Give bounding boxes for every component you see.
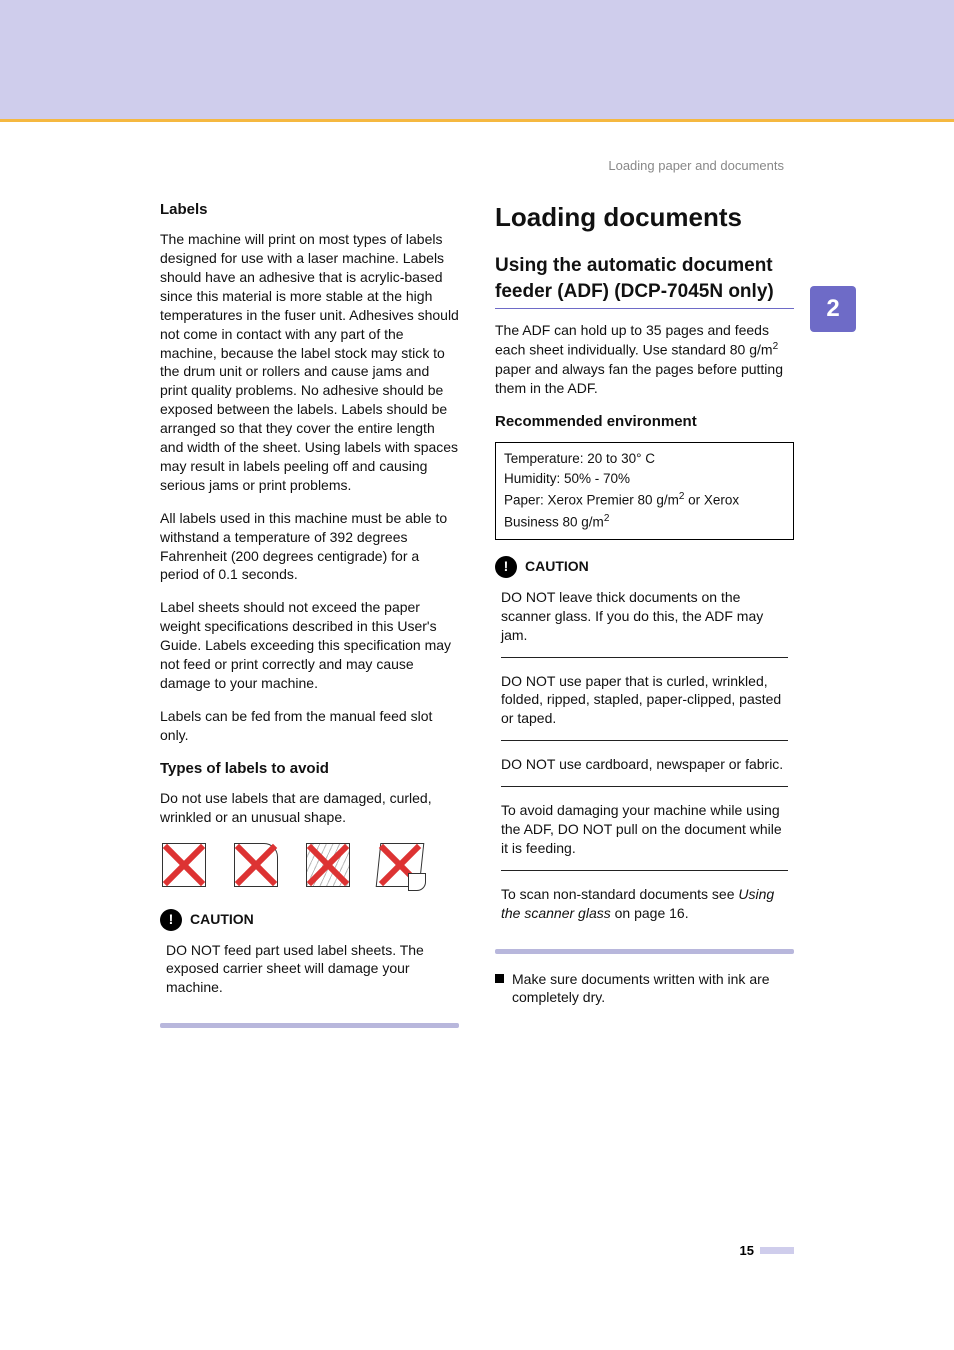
heading-adf: Using the automatic document feeder (ADF… (495, 253, 794, 309)
caution-label-left: CAUTION (190, 910, 254, 929)
caution-c2: DO NOT use paper that is curled, wrinkle… (501, 672, 788, 742)
adf-para-b: paper and always fan the pages before pu… (495, 361, 783, 396)
env-hum: Humidity: 50% - 70% (504, 469, 785, 489)
caution-c3: DO NOT use cardboard, newspaper or fabri… (501, 755, 788, 787)
labels-p4: Labels can be fed from the manual feed s… (160, 707, 459, 745)
bullet-text: Make sure documents written with ink are… (512, 970, 794, 1008)
env-temp: Temperature: 20 to 30° C (504, 449, 785, 469)
page-number-text: 15 (740, 1243, 754, 1258)
left-column: Labels The machine will print on most ty… (160, 200, 459, 1028)
env-paper: Paper: Xerox Premier 80 g/m2 or Xerox Bu… (504, 489, 785, 533)
heading-loading-documents: Loading documents (495, 200, 794, 235)
bullet-square-icon (495, 974, 504, 983)
labels-p3: Label sheets should not exceed the paper… (160, 598, 459, 692)
caution-c5: To scan non-standard documents see Using… (501, 885, 788, 935)
avoid-icons (160, 841, 459, 889)
bullet-ink-dry: Make sure documents written with ink are… (495, 970, 794, 1008)
env-paper-a: Paper: Xerox Premier 80 g/m (504, 493, 679, 508)
breadcrumb: Loading paper and documents (608, 158, 784, 173)
warning-icon: ! (160, 909, 182, 931)
labels-p2: All labels used in this machine must be … (160, 509, 459, 585)
header-band (0, 0, 954, 122)
caution-c1: DO NOT leave thick documents on the scan… (501, 588, 788, 658)
adf-para-a: The ADF can hold up to 35 pages and feed… (495, 322, 773, 358)
avoid-icon-curled (232, 841, 280, 889)
avoid-icon-wrinkled (304, 841, 352, 889)
heading-env: Recommended environment (495, 412, 794, 432)
warning-icon: ! (495, 556, 517, 578)
avoid-icon-damaged (160, 841, 208, 889)
page-number: 15 (740, 1243, 794, 1258)
c5-b: on page 16. (611, 905, 689, 921)
avoid-icon-shape (376, 841, 424, 889)
caution-c4: To avoid damaging your machine while usi… (501, 801, 788, 871)
caution-close-bar-left (160, 1023, 459, 1028)
sup-2c: 2 (604, 513, 610, 524)
page-number-bar (760, 1247, 794, 1254)
environment-box: Temperature: 20 to 30° C Humidity: 50% -… (495, 442, 794, 540)
heading-labels: Labels (160, 200, 459, 220)
right-column: Loading documents Using the automatic do… (495, 200, 794, 1028)
chapter-tab: 2 (810, 286, 856, 332)
labels-p1: The machine will print on most types of … (160, 230, 459, 494)
c5-a: To scan non-standard documents see (501, 886, 738, 902)
caution-close-bar-right (495, 949, 794, 954)
content: Labels The machine will print on most ty… (160, 200, 794, 1028)
avoid-p: Do not use labels that are damaged, curl… (160, 789, 459, 827)
caution-body-left: DO NOT feed part used label sheets. The … (166, 941, 453, 1010)
sup-2: 2 (773, 341, 779, 352)
adf-para: The ADF can hold up to 35 pages and feed… (495, 321, 794, 397)
caution-header-right: ! CAUTION (495, 556, 794, 578)
caution-header-left: ! CAUTION (160, 909, 459, 931)
caution-label-right: CAUTION (525, 557, 589, 576)
heading-avoid: Types of labels to avoid (160, 759, 459, 779)
